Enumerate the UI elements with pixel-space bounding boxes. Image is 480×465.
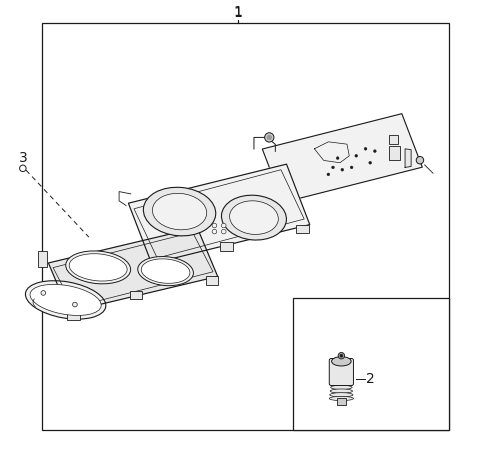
- Ellipse shape: [221, 195, 287, 240]
- Bar: [68, 312, 80, 320]
- Circle shape: [350, 166, 353, 169]
- Circle shape: [267, 135, 272, 140]
- Circle shape: [264, 133, 274, 142]
- Bar: [42, 23, 449, 430]
- Ellipse shape: [329, 396, 353, 400]
- Circle shape: [327, 173, 330, 176]
- Ellipse shape: [30, 285, 101, 315]
- Polygon shape: [48, 228, 218, 312]
- Ellipse shape: [331, 385, 352, 390]
- Polygon shape: [405, 149, 411, 167]
- Circle shape: [336, 157, 339, 159]
- Circle shape: [338, 352, 345, 359]
- Bar: [389, 146, 400, 160]
- Circle shape: [83, 265, 87, 270]
- Ellipse shape: [66, 251, 131, 284]
- Circle shape: [221, 229, 226, 234]
- Polygon shape: [128, 164, 310, 264]
- FancyBboxPatch shape: [329, 359, 353, 385]
- Text: 3: 3: [18, 151, 27, 165]
- Circle shape: [364, 147, 367, 150]
- Ellipse shape: [229, 201, 278, 234]
- Circle shape: [183, 270, 188, 274]
- Polygon shape: [262, 114, 422, 203]
- Circle shape: [340, 354, 343, 357]
- Ellipse shape: [330, 389, 352, 393]
- Circle shape: [212, 223, 217, 228]
- Bar: [38, 251, 48, 267]
- Circle shape: [41, 291, 46, 295]
- Bar: [152, 264, 165, 272]
- Bar: [293, 298, 449, 430]
- Circle shape: [72, 302, 77, 307]
- Circle shape: [20, 165, 26, 172]
- Ellipse shape: [25, 281, 106, 319]
- Circle shape: [369, 161, 372, 164]
- Ellipse shape: [153, 193, 207, 230]
- Bar: [296, 225, 309, 233]
- Bar: [389, 135, 398, 144]
- Circle shape: [212, 229, 217, 234]
- Bar: [219, 242, 232, 251]
- Ellipse shape: [144, 187, 216, 236]
- Circle shape: [355, 154, 358, 157]
- Circle shape: [416, 156, 424, 164]
- Bar: [130, 291, 142, 299]
- Circle shape: [221, 223, 226, 228]
- Bar: [336, 398, 346, 405]
- Circle shape: [341, 168, 344, 171]
- Text: 2: 2: [367, 372, 375, 386]
- Bar: [206, 276, 218, 285]
- Ellipse shape: [330, 392, 353, 397]
- Circle shape: [332, 166, 335, 169]
- Text: 1: 1: [233, 6, 242, 20]
- Ellipse shape: [332, 357, 351, 366]
- Ellipse shape: [69, 254, 127, 281]
- Ellipse shape: [141, 259, 190, 283]
- Text: 1: 1: [233, 5, 242, 19]
- Ellipse shape: [138, 257, 193, 286]
- Circle shape: [373, 150, 376, 153]
